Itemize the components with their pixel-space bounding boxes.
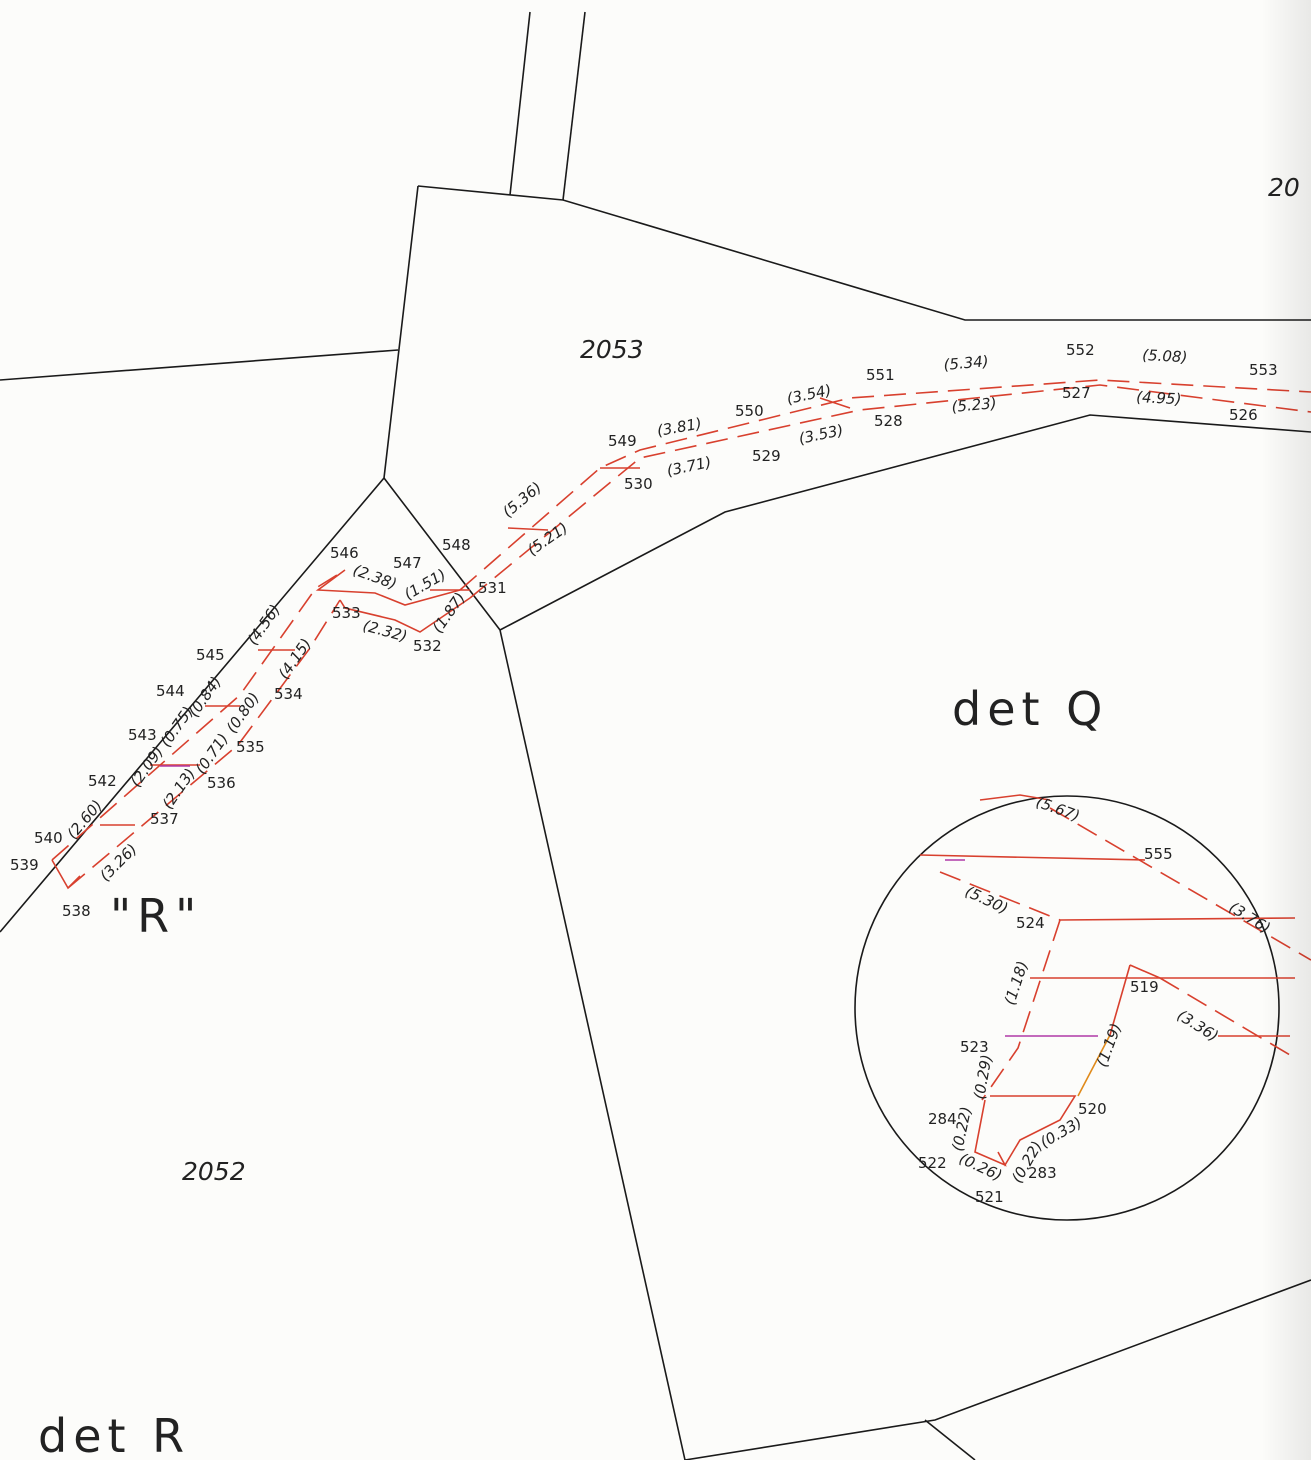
point-label: 527: [1062, 384, 1091, 402]
dimension-label: (4.56): [244, 601, 285, 648]
parcel-number-edge: 20: [1268, 173, 1300, 202]
point-label: 519: [1130, 978, 1159, 996]
survey-lines: [51, 379, 1311, 890]
point-label: 555: [1144, 845, 1173, 863]
point-label: 547: [393, 554, 422, 572]
dimension-label: (0.80): [223, 689, 264, 736]
point-label: 531: [478, 579, 507, 597]
point-label: 522: [918, 1154, 947, 1172]
dimension-label: (2.38): [351, 561, 400, 593]
dimension-label: (4.15): [275, 635, 316, 682]
dimension-label: (2.32): [361, 616, 409, 645]
dimension-label: (0.29): [970, 1053, 996, 1101]
dimension-label: (2.13): [159, 765, 200, 812]
point-label: 284: [928, 1110, 957, 1128]
point-label: 552: [1066, 341, 1095, 359]
point-label: 536: [207, 774, 236, 792]
point-label: 534: [274, 685, 303, 703]
dimension-label: (3.81): [656, 414, 704, 440]
parcel-number-2053: 2053: [580, 335, 644, 364]
detail-q-circle: [854, 795, 1280, 1221]
dimension-label: (1.18): [1001, 959, 1032, 1007]
point-label: 545: [196, 646, 225, 664]
dimension-label: (3.76): [1226, 898, 1274, 937]
dimension-label: (3.71): [665, 453, 713, 480]
dimension-label: (2.60): [63, 796, 106, 842]
point-label: 523: [960, 1038, 989, 1056]
point-label: 530: [624, 475, 653, 493]
point-label: 546: [330, 544, 359, 562]
point-label: 551: [866, 366, 895, 384]
point-label: 283: [1028, 1164, 1057, 1182]
dimension-label: (3.26): [96, 840, 141, 885]
dimension-label: (5.21): [524, 519, 571, 560]
dimension-labels: (2.60) (3.26) (2.09) (2.13) (0.75) (0.71…: [63, 346, 1273, 1186]
point-label: 553: [1249, 361, 1278, 379]
point-label: 520: [1078, 1100, 1107, 1118]
dimension-label: (4.95): [1136, 388, 1182, 408]
point-label: 544: [156, 682, 185, 700]
point-label: 533: [332, 604, 361, 622]
point-label: 524: [1016, 914, 1045, 932]
dimension-label: (5.30): [962, 882, 1010, 917]
point-numbers: 540 539 538 542 543 544 545 546 547 548 …: [10, 341, 1278, 1206]
dimension-label: (5.23): [951, 394, 998, 416]
dimension-label: (5.08): [1142, 346, 1188, 366]
point-label: 549: [608, 432, 637, 450]
point-label: 521: [975, 1188, 1004, 1206]
point-label: 535: [236, 738, 265, 756]
dimension-label: (1.19): [1093, 1021, 1125, 1070]
point-label: 537: [150, 810, 179, 828]
point-label: 548: [442, 536, 471, 554]
dimension-label: (0.84): [185, 673, 226, 720]
detail-q-title: det Q: [952, 682, 1108, 736]
point-label: 538: [62, 902, 91, 920]
detail-r-marker: "R": [110, 889, 202, 943]
point-label: 550: [735, 402, 764, 420]
point-label: 528: [874, 412, 903, 430]
point-label: 543: [128, 726, 157, 744]
point-label: 526: [1229, 406, 1258, 424]
dimension-label: (0.71): [192, 730, 233, 777]
point-label: 529: [752, 447, 781, 465]
parcel-number-2052: 2052: [182, 1157, 246, 1186]
dimension-label: (5.34): [943, 352, 990, 374]
dimension-label: (5.36): [499, 478, 545, 521]
point-label: 532: [413, 637, 442, 655]
point-label: 539: [10, 856, 39, 874]
detail-r-title: det R: [38, 1409, 190, 1460]
parcel-boundaries: [0, 11, 1311, 1460]
point-label: 540: [34, 829, 63, 847]
detail-q-lines: [919, 794, 1311, 1167]
dimension-label: (3.53): [797, 421, 845, 448]
dimension-label: (3.36): [1174, 1006, 1222, 1045]
point-label: 542: [88, 772, 117, 790]
dimension-label: (5.67): [1034, 793, 1083, 825]
